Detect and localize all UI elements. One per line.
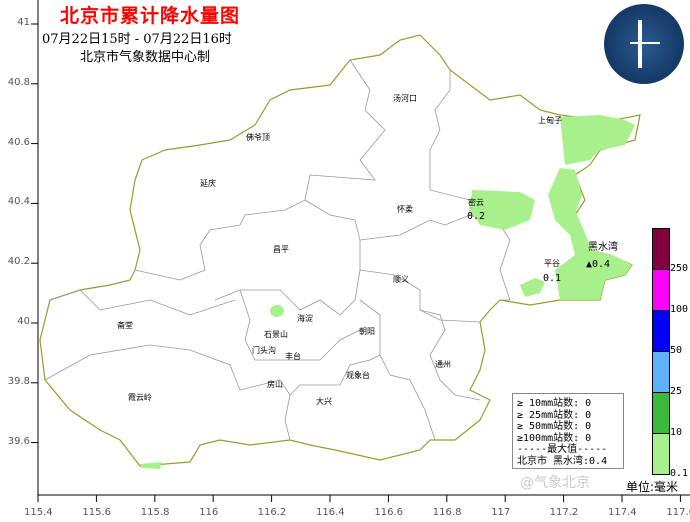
map-title: 北京市累计降水量图 [60,5,241,27]
station-value: 0.2 [467,211,486,222]
district-label: 延庆 [200,179,216,188]
colorbar-label: 25 [670,386,683,397]
rain-area-miyun [470,190,535,230]
legend-line: ≥ 50mm站数: 0 [517,421,592,432]
station-name: 黑水湾 [588,242,618,253]
logo-emblem [638,20,642,68]
district-label: 通州 [435,360,451,369]
rain-area-southwest [140,462,162,469]
colorbar-label: 50 [670,345,683,356]
colorbar-segment [653,392,669,433]
logo-arrow-icon [630,42,660,44]
time-range: 07月22日15时 - 07月22日16时 [42,32,232,47]
axis-ticks [31,23,681,502]
y-tick-label: 39.8 [7,375,30,387]
statistics-legend: ≥ 10mm站数: 0 ≥ 25mm站数: 0 ≥ 50mm站数: 0 ≥100… [512,393,624,469]
x-tick-label: 116 [199,507,219,518]
colorbar-label: 10 [670,427,683,438]
x-tick-label: 115.6 [82,507,112,518]
colorbar-label: 100 [670,304,689,315]
y-tick-label: 40.6 [7,136,30,148]
frame [37,0,690,496]
district-label: 海淀 [297,314,313,323]
rain-area-east [548,168,632,300]
y-tick-label: 41 [17,17,30,28]
rain-area-haidian [270,305,284,317]
x-tick-label: 116.2 [257,507,287,518]
legend-line: ≥ 25mm站数: 0 [517,409,592,421]
watermark: @气象北京 [520,475,590,491]
producer-label: 北京市气象数据中心制 [80,50,211,65]
x-tick-label: 117.6 [666,507,690,518]
y-tick-label: 39.6 [7,435,30,447]
colorbar-segment [653,351,669,392]
logo [604,4,684,84]
district-label: 佛爷顶 [246,133,270,142]
district-borders [44,59,511,441]
x-tick-label: 115.8 [140,507,170,518]
colorbar-segment [653,310,669,351]
district-label: 石景山 [264,330,288,339]
district-label: 汤河口 [393,94,417,103]
rainfall-areas [140,115,635,469]
station-name: 平谷 [544,259,560,268]
x-tick-label: 116.8 [432,507,462,518]
x-tick-label: 116.4 [316,507,345,518]
colorbar-label: 250 [670,263,689,274]
district-label: 霞云岭 [128,393,152,402]
x-tick-label: 116.6 [374,507,404,518]
district-label: 房山 [267,380,283,389]
x-tick-label: 117.2 [549,507,579,518]
y-tick-label: 40 [17,316,30,327]
y-tick-label: 40.2 [7,256,30,268]
colorbar-segment [653,229,669,269]
rain-area-shangdianzi [560,115,635,165]
x-tick-label: 117 [491,507,511,518]
district-label: 顺义 [393,275,409,284]
colorbar-segment [653,433,669,474]
y-tick-label: 40.4 [7,196,30,208]
y-tick-label: 40.8 [7,76,30,88]
unit-label: 单位:毫米 [626,480,679,494]
beijing-boundary [39,34,641,467]
district-label: 丰台 [285,352,301,361]
station-value: 0.1 [543,273,562,284]
district-label: 斋堂 [117,321,133,330]
legend-line: ≥100mm站数: 0 [517,432,592,444]
legend-line: ≥ 10mm站数: 0 [517,398,592,409]
district-label: 朝阳 [359,327,375,336]
station-max-value: ▲0.4 [586,259,611,270]
station-name: 密云 [468,198,484,207]
district-label: 门头沟 [252,346,276,355]
district-label: 昌平 [273,245,289,254]
district-label: 大兴 [316,397,332,406]
legend-line: -----最大值----- [517,444,608,455]
legend-line: 北京市 黑水湾:0.4 [517,455,608,467]
x-tick-label: 117.4 [608,507,637,518]
district-label: 怀柔 [397,205,413,214]
rain-area-pinggu [520,278,545,297]
colorbar-label: 0.1 [670,468,689,479]
x-tick-label: 115.4 [24,507,53,518]
colorbar [652,228,670,475]
district-label: 上甸子 [538,116,562,125]
colorbar-segment [653,269,669,310]
district-label: 观象台 [346,371,370,380]
